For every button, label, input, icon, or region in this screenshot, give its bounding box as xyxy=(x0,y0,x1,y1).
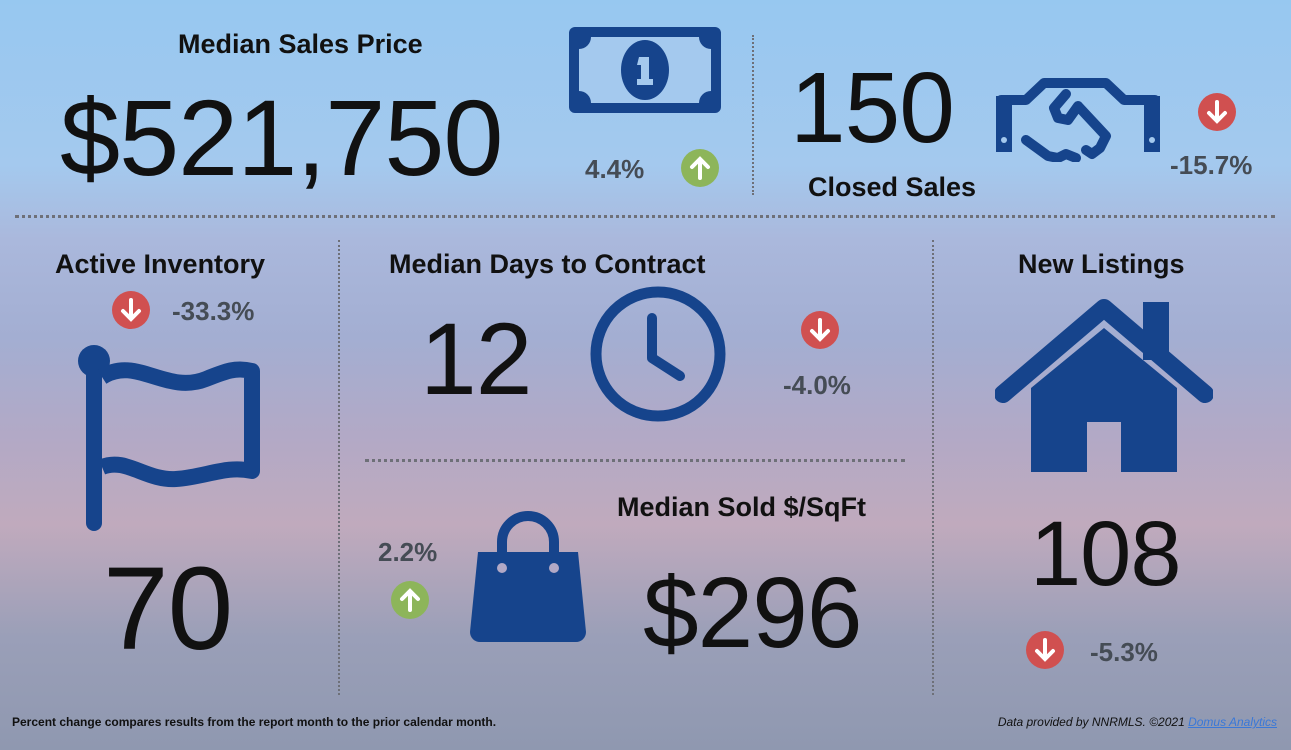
handshake-icon xyxy=(996,78,1160,162)
median-sales-price-value: $521,750 xyxy=(60,77,503,198)
median-sales-price-title: Median Sales Price xyxy=(178,29,423,59)
clock-icon xyxy=(590,286,726,422)
up-arrow-icon xyxy=(391,581,429,619)
up-arrow-icon xyxy=(681,149,719,187)
median-sqft-title: Median Sold $/SqFt xyxy=(617,492,867,522)
closed-sales-title: Closed Sales xyxy=(808,172,977,202)
median-days-change: -4.0% xyxy=(783,370,851,400)
new-listings-title: New Listings xyxy=(1018,249,1185,279)
footer-credit: Data provided by NNRMLS. ©2021 Domus Ana… xyxy=(998,715,1277,729)
active-inventory-change: -33.3% xyxy=(172,296,255,326)
divider xyxy=(15,215,1275,218)
divider xyxy=(338,240,340,695)
down-arrow-icon xyxy=(801,311,839,349)
closed-sales-value: 150 xyxy=(790,52,955,164)
house-icon xyxy=(995,299,1213,472)
flag-icon xyxy=(78,345,260,531)
median-sales-price-change: 4.4% xyxy=(585,154,645,184)
active-inventory-title: Active Inventory xyxy=(55,249,266,279)
divider xyxy=(932,240,934,695)
domus-analytics-link[interactable]: Domus Analytics xyxy=(1188,715,1277,729)
new-listings-value: 108 xyxy=(1030,503,1181,605)
divider xyxy=(752,35,754,195)
median-sqft-value: $296 xyxy=(643,557,862,669)
shopping-bag-icon xyxy=(470,511,586,642)
credit-text: Data provided by NNRMLS. ©2021 xyxy=(997,715,1189,729)
divider xyxy=(365,459,905,462)
down-arrow-icon xyxy=(112,291,150,329)
footer-note: Percent change compares results from the… xyxy=(12,715,497,729)
median-days-value: 12 xyxy=(420,302,532,416)
down-arrow-icon xyxy=(1026,631,1064,669)
median-sqft-change: 2.2% xyxy=(378,537,438,567)
dollar-bill-icon xyxy=(569,27,721,113)
active-inventory-value: 70 xyxy=(103,543,233,675)
new-listings-change: -5.3% xyxy=(1090,637,1158,667)
median-days-title: Median Days to Contract xyxy=(389,249,706,279)
down-arrow-icon xyxy=(1198,93,1236,131)
closed-sales-change: -15.7% xyxy=(1170,150,1253,180)
